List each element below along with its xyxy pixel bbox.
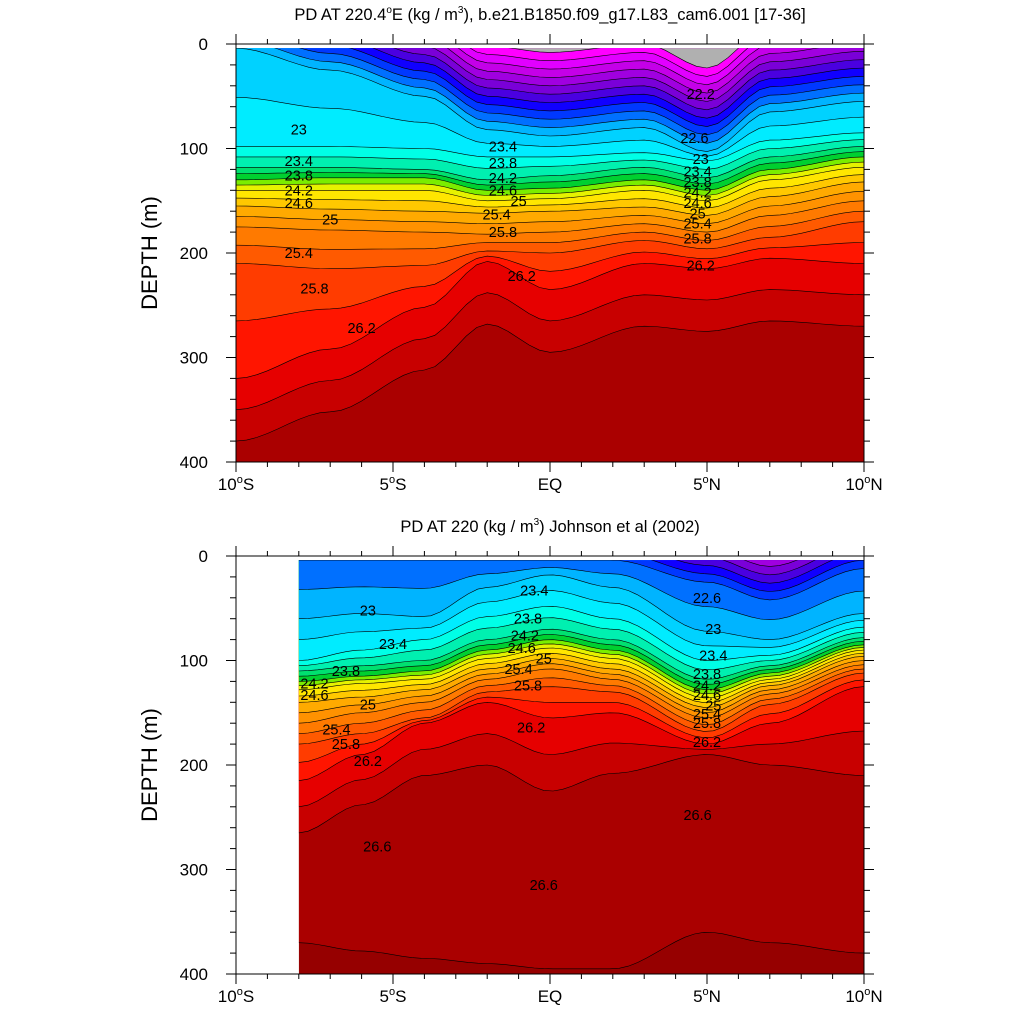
x-tick-label: 5oS (380, 474, 407, 494)
contour-label: 26.2 (687, 259, 715, 275)
contour-label: 24.6 (300, 688, 328, 704)
y-axis-label: DEPTH (m) (137, 196, 162, 310)
x-tick-label: 10oN (845, 474, 882, 494)
contour-label: 23.8 (332, 664, 360, 680)
contour-label: 26.6 (363, 840, 391, 856)
contour-area (299, 493, 864, 974)
contour-label: 23 (291, 123, 307, 139)
contour-label: 25.8 (489, 225, 517, 241)
contour-label: 25.4 (504, 662, 532, 678)
y-tick-label: 0 (199, 35, 208, 54)
contour-label: 26.2 (517, 720, 545, 736)
x-tick-label: 10oS (218, 474, 254, 494)
contour-label: 25.8 (300, 282, 328, 298)
panel-johnson: 2323.423.824.224.62525.425.826.226.623.4… (137, 493, 883, 1006)
contour-label: 24.6 (285, 196, 313, 212)
contour-label: 26.6 (683, 808, 711, 824)
y-tick-label: 300 (180, 861, 208, 880)
contour-label: 26.6 (530, 878, 558, 894)
chart-title: PD AT 220.4oE (kg / m3), b.e21.B1850.f09… (294, 5, 805, 24)
x-tick-label: EQ (538, 987, 563, 1006)
contour-label: 23.4 (379, 637, 407, 653)
contour-label: 23.4 (520, 583, 548, 599)
y-tick-label: 200 (180, 244, 208, 263)
contour-label: 25 (322, 213, 338, 229)
contour-label: 26.2 (354, 754, 382, 770)
contour-label: 26.2 (508, 269, 536, 285)
contour-label: 23.8 (489, 156, 517, 172)
contour-label: 23.8 (285, 169, 313, 185)
contour-label: 24.6 (508, 641, 536, 657)
contour-label: 26.2 (693, 735, 721, 751)
contour-label: 25 (536, 651, 552, 667)
y-tick-label: 100 (180, 652, 208, 671)
contour-label: 25.8 (332, 737, 360, 753)
contour-label: 23.8 (514, 612, 542, 628)
contour-label: 25.4 (285, 246, 313, 262)
contour-label: 23.4 (489, 139, 517, 155)
contour-label: 25.4 (483, 207, 511, 223)
contour-label: 23 (360, 603, 376, 619)
contour-label: 22.6 (693, 591, 721, 607)
x-tick-label: 5oS (380, 986, 407, 1006)
y-tick-label: 400 (180, 965, 208, 984)
x-tick-label: 10oN (845, 986, 882, 1006)
y-axis-label: DEPTH (m) (137, 708, 162, 822)
y-tick-label: 0 (199, 547, 208, 566)
contour-label: 25.8 (514, 679, 542, 695)
y-tick-label: 200 (180, 756, 208, 775)
contour-label: 25 (511, 194, 527, 210)
y-tick-label: 100 (180, 140, 208, 159)
contour-label: 25.4 (322, 722, 350, 738)
contour-label: 23.4 (699, 648, 727, 664)
chart-title: PD AT 220 (kg / m3) Johnson et al (2002) (400, 517, 699, 536)
x-tick-label: EQ (538, 475, 563, 494)
contour-label: 22.2 (687, 87, 715, 103)
y-tick-label: 400 (180, 453, 208, 472)
x-tick-label: 5oN (693, 474, 721, 494)
contour-label: 25 (360, 697, 376, 713)
panel-model: 2323.423.824.224.62525.425.826.223.423.8… (137, 0, 883, 494)
contour-label: 23.4 (285, 154, 313, 170)
contour-label: 25.8 (693, 716, 721, 732)
contour-label: 25.4 (683, 217, 711, 233)
x-tick-label: 5oN (693, 986, 721, 1006)
contour-area (236, 0, 864, 462)
y-tick-label: 300 (180, 349, 208, 368)
contour-label: 26.2 (347, 321, 375, 337)
x-tick-label: 10oS (218, 986, 254, 1006)
contour-label: 22.6 (680, 131, 708, 147)
contour-label: 23 (705, 622, 721, 638)
contour-label: 25.8 (683, 231, 711, 247)
